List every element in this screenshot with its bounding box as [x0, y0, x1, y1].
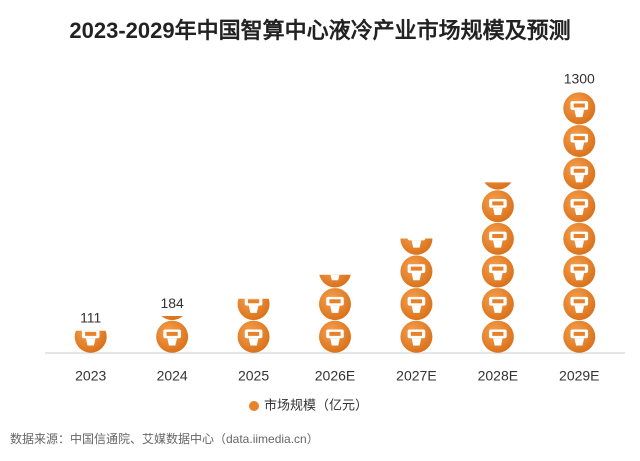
- x-tick-label: 2023: [75, 368, 106, 384]
- x-tick-label: 2026E: [315, 368, 355, 384]
- value-label: 1300: [564, 71, 595, 87]
- legend-swatch: [249, 401, 259, 411]
- x-tick-label: 2027E: [396, 368, 436, 384]
- bar: [237, 298, 270, 353]
- x-tick-label: 2025: [238, 368, 269, 384]
- value-label: 184: [160, 295, 184, 311]
- x-tick-label: 2029E: [559, 368, 599, 384]
- bar: [563, 92, 596, 353]
- chart-title: 2023-2029年中国智算中心液冷产业市场规模及预测: [69, 18, 570, 43]
- bar: [319, 274, 351, 353]
- x-tick-label: 2028E: [478, 368, 518, 384]
- bar: [74, 330, 107, 353]
- x-tick-label: 2024: [157, 368, 188, 384]
- legend-label: 市场规模（亿元）: [264, 397, 368, 412]
- bar: [400, 238, 433, 353]
- bar: [156, 316, 189, 353]
- source-note: 数据来源：中国信通院、艾媒数据中心（data.iimedia.cn）: [10, 431, 319, 446]
- bar: [481, 182, 514, 353]
- value-label: 111: [80, 309, 101, 325]
